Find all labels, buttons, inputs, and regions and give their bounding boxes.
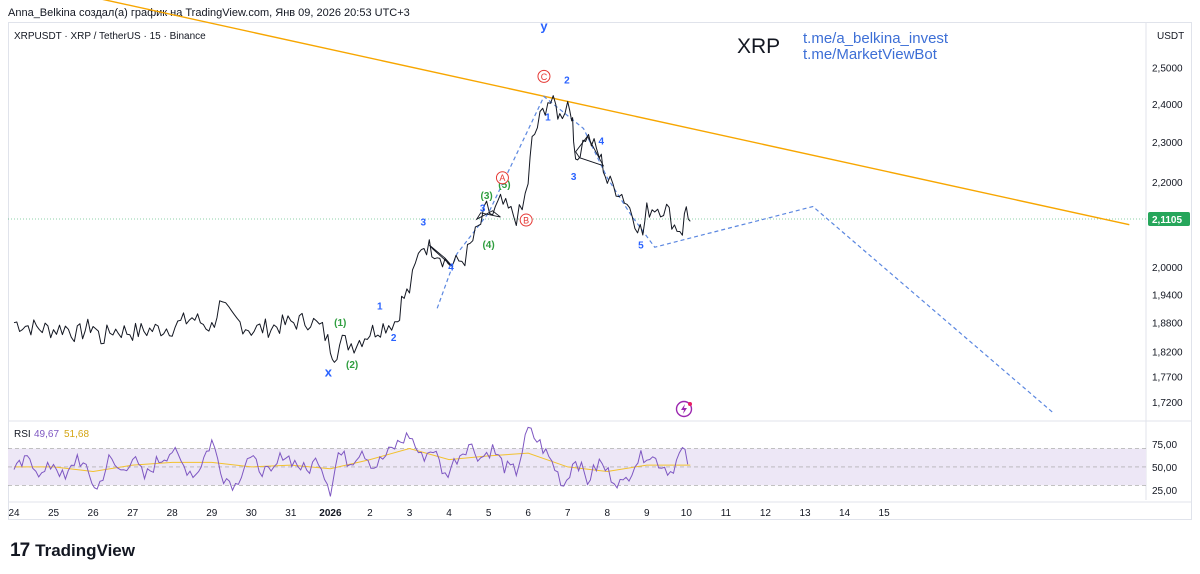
wave-circle-label: B: [523, 216, 529, 226]
time-tick-label: 24: [8, 508, 20, 519]
rsi-tick-label: 25,00: [1152, 486, 1177, 497]
wave-label: (1): [334, 318, 346, 329]
rsi-value: 49,67: [34, 429, 59, 440]
axis-layer: 2,5000 2,4000 2,3000 2,2000 2,0000 1,9400 1,88…: [8, 31, 1190, 519]
wave-circle-marker: [495, 171, 509, 185]
rsi-tick-label: 50,00: [1152, 463, 1177, 474]
wave-label: 3: [421, 218, 427, 229]
rsi-label: RSI: [14, 429, 31, 440]
time-tick-label: 26: [88, 508, 100, 519]
wave-circle-label: A: [499, 173, 505, 183]
last-price-tag: [1148, 211, 1190, 226]
time-tick-label: 31: [285, 508, 297, 519]
time-tick-label: 10: [681, 508, 693, 519]
wave-label: 5: [638, 241, 644, 252]
wave-label: (2): [346, 360, 358, 371]
time-tick-label: 9: [644, 508, 650, 519]
tradingview-logo-icon: 17: [10, 540, 30, 561]
price-tick-label: 1,9400: [1152, 290, 1183, 301]
triangle-pattern[interactable]: [428, 244, 454, 268]
chart-frame: [8, 22, 1192, 520]
symbol-header: XRPUSDT · XRP / TetherUS · 15 · Binance: [14, 31, 206, 42]
wave-label: 2: [391, 333, 397, 344]
price-series[interactable]: [13, 95, 691, 363]
price-tick-label: 1,8800: [1152, 319, 1183, 330]
wave-circle-marker: [519, 213, 533, 227]
lightning-icon-dot: [688, 402, 692, 406]
tradingview-logo-text: TradingView: [35, 541, 135, 560]
price-tick-label: 2,4000: [1152, 100, 1183, 111]
time-tick-label: 28: [167, 508, 179, 519]
tradingview-logo[interactable]: 17 TradingView: [10, 540, 135, 562]
wave-label: 1: [377, 301, 383, 312]
wave-label: 1: [545, 112, 551, 123]
time-tick-label: 6: [525, 508, 531, 519]
rsi-pane[interactable]: [8, 426, 1146, 497]
time-tick-label: 30: [246, 508, 258, 519]
triangle-pattern[interactable]: [575, 135, 605, 167]
time-tick-label: 8: [604, 508, 610, 519]
wave-label: y: [540, 19, 548, 34]
time-tick-label: 25: [48, 508, 60, 519]
time-tick-label: 4: [446, 508, 452, 519]
wave-label: x: [325, 364, 333, 379]
lightning-icon[interactable]: [675, 400, 693, 418]
time-tick-label: 7: [565, 508, 571, 519]
text-layer: (1) (2) x 1 2 3 4 (3) 3 (4) (5) y 2 1 3 4 5 A B C XRPUSDT · …: [14, 19, 949, 440]
wave-label: (4): [482, 240, 494, 251]
watermark-link: t.me/MarketViewBot: [803, 46, 938, 63]
time-tick-label: 12: [760, 508, 772, 519]
time-tick-label: 3: [407, 508, 413, 519]
wave-label: 2: [564, 76, 570, 87]
price-tick-label: 1,7700: [1152, 372, 1183, 383]
rsi-ma-value: 51,68: [64, 429, 89, 440]
triangle-pattern[interactable]: [475, 210, 501, 221]
price-tick-label: 2,5000: [1152, 63, 1183, 74]
price-tick-label: 2,3000: [1152, 138, 1183, 149]
time-tick-label: 11: [721, 508, 732, 519]
wave-label: 3: [571, 172, 577, 183]
chart-caption: Anna_Belkina создал(а) график на Trading…: [8, 7, 410, 19]
watermark-link: t.me/a_belkina_invest: [803, 30, 949, 47]
time-tick-label: 2026: [319, 508, 342, 519]
wave-label: 4: [599, 137, 605, 148]
price-pane[interactable]: [0, 0, 1130, 415]
resistance-trendline[interactable]: [0, 0, 1130, 226]
rsi-series[interactable]: [13, 426, 689, 497]
watermark-title: XRP: [737, 35, 780, 58]
wave-label: 3: [480, 204, 486, 215]
wave-label: (3): [481, 191, 493, 202]
price-tick-label: 2,2000: [1152, 178, 1183, 189]
wave-label: 4: [448, 263, 454, 274]
price-tick-label: 1,7200: [1152, 398, 1183, 409]
time-tick-label: 29: [206, 508, 218, 519]
wave-circle-marker: [537, 69, 551, 83]
wave-label: (5): [498, 180, 510, 191]
time-tick-label: 13: [799, 508, 811, 519]
currency-label: USDT: [1157, 31, 1184, 42]
time-tick-label: 14: [839, 508, 851, 519]
time-tick-label: 27: [127, 508, 139, 519]
wave-circle-label: C: [541, 72, 548, 82]
wave-projection-path[interactable]: [436, 95, 1055, 415]
price-tick-label: 2,0000: [1152, 263, 1183, 274]
time-tick-label: 5: [486, 508, 492, 519]
grid-layer: [8, 22, 1192, 503]
lightning-bolt-shape: [681, 404, 687, 414]
time-tick-label: 15: [879, 508, 891, 519]
time-tick-label: 2: [367, 508, 373, 519]
price-tick-label: 1,8200: [1152, 348, 1183, 359]
rsi-tick-label: 75,00: [1152, 440, 1177, 451]
last-price-label: 2,1105: [1152, 215, 1182, 226]
